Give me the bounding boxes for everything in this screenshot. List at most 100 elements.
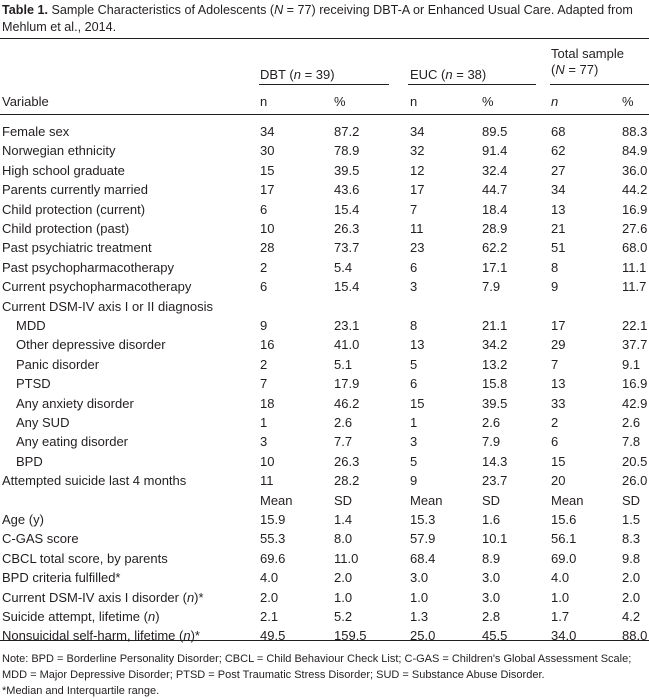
row-label-text: Child protection (past) <box>2 221 130 236</box>
table-cell: 17.9 <box>334 376 360 392</box>
caption-n-symbol: N <box>274 3 284 17</box>
table-cell: 2.0 <box>260 589 279 605</box>
table-cell: 5.2 <box>334 609 353 624</box>
row-label-italic: n <box>186 589 195 605</box>
table-cell: 34 <box>551 182 566 198</box>
row-label: PTSD <box>16 376 51 392</box>
table-cell: 13.2 <box>482 356 508 372</box>
table-cell: 14.3 <box>482 453 508 469</box>
table-cell: 44.7 <box>482 182 508 198</box>
table-cell: 23.1 <box>334 318 360 333</box>
row-label-text: Current DSM-IV axis I disorder ( <box>2 589 187 605</box>
table-cell: 88.3 <box>622 124 648 139</box>
table-cell: 44.2 <box>622 182 648 198</box>
table-cell: 5 <box>410 453 418 469</box>
table-cell: 11 <box>260 473 274 489</box>
row-label-text: PTSD <box>16 376 51 392</box>
table-cell: 7 <box>551 356 559 372</box>
table-cell: 20 <box>551 473 566 489</box>
table-cell: 1.0 <box>551 589 570 605</box>
row-label-text: Past psychopharmacotherapy <box>2 259 174 275</box>
subheader-cell: n <box>551 94 559 109</box>
table-cell: 29 <box>551 337 566 353</box>
row-label: Any eating disorder <box>16 434 128 450</box>
table-cell: 2 <box>260 356 268 372</box>
table-cell: 4.0 <box>551 570 570 586</box>
table-cell: 27.6 <box>622 221 648 236</box>
table-cell: 11.0 <box>334 550 359 566</box>
note-median: *Median and Interquartile range. <box>2 685 160 697</box>
top-rule <box>0 38 649 39</box>
row-label-text: Parents currently married <box>2 182 148 198</box>
row-label: Panic disorder <box>16 357 99 373</box>
table-cell: 26.3 <box>334 453 360 469</box>
table-cell: 9.1 <box>622 356 641 372</box>
table-cell: 1.6 <box>482 512 501 527</box>
table-cell: 41.0 <box>334 337 360 353</box>
total-underline <box>550 84 649 85</box>
table-cell: 89.5 <box>482 124 508 139</box>
table-cell: 1.0 <box>410 589 429 605</box>
table-cell: 16 <box>260 337 275 353</box>
table-cell: 5.1 <box>334 356 353 372</box>
row-label: Any SUD <box>16 415 69 431</box>
row-label-text: C-GAS score <box>2 531 79 547</box>
table-cell: 9.8 <box>622 550 641 566</box>
table-cell: 26.0 <box>622 473 648 489</box>
table-cell: SD <box>482 492 501 508</box>
table-cell: 36.0 <box>622 162 648 178</box>
table-cell: 159.5 <box>334 628 367 644</box>
table-cell: 3 <box>410 279 418 295</box>
row-label-text: Attempted suicide last 4 months <box>2 473 187 489</box>
table-cell: 16.9 <box>622 376 648 392</box>
table-cell: 2.8 <box>482 609 501 624</box>
table-cell: 7.9 <box>482 279 501 295</box>
table-cell: 7 <box>410 201 418 217</box>
row-label-text: BPD <box>16 453 43 469</box>
row-label-text: Any anxiety disorder <box>16 395 134 411</box>
row-label: Other depressive disorder <box>16 337 166 353</box>
table-cell: 17 <box>260 182 275 198</box>
table-cell: 23 <box>410 240 425 256</box>
table-cell: 2 <box>551 415 559 430</box>
row-label-text: Age (y) <box>2 512 44 527</box>
row-label: Norwegian ethnicity <box>2 143 115 159</box>
table-cell: 7.7 <box>334 434 353 450</box>
table-cell: 49.5 <box>260 628 286 644</box>
table-cell: 34.2 <box>482 337 508 353</box>
table-cell: 7.8 <box>622 434 641 450</box>
row-label-text: Current DSM-IV axis I or II diagnosis <box>2 298 213 314</box>
table-cell: 10.1 <box>482 531 508 547</box>
table-cell: 11.7 <box>622 279 647 295</box>
table-cell: 6 <box>410 259 418 275</box>
table-cell: 10 <box>260 221 275 236</box>
table-cell: 46.2 <box>334 395 360 411</box>
table-cell: 6 <box>551 434 559 450</box>
table-cell: 5 <box>410 356 418 372</box>
table-cell: 3 <box>260 434 268 450</box>
row-label: Any anxiety disorder <box>16 396 134 412</box>
table-cell: 39.5 <box>482 395 508 411</box>
row-label-text: Nonsuicidal self-harm, lifetime ( <box>2 628 184 644</box>
table-cell: 20.5 <box>622 453 648 469</box>
group-header-dbt-post: = 39) <box>300 67 335 82</box>
table-cell: 32 <box>410 143 425 159</box>
table-cell: 4.2 <box>622 609 641 624</box>
row-label: CBCL total score, by parents <box>2 551 168 567</box>
table-cell: 2.6 <box>622 415 641 430</box>
note-abbreviations: Note: BPD = Borderline Personality Disor… <box>2 653 632 681</box>
table-cell: 15.8 <box>482 376 508 392</box>
table-cell: 33 <box>551 395 566 411</box>
row-label: Child protection (past) <box>2 221 129 237</box>
table-cell: 27 <box>551 162 566 178</box>
table-cell: 4.0 <box>260 570 279 586</box>
group-header-total-line1: Total sample <box>551 46 624 61</box>
table-cell: Mean <box>410 492 443 508</box>
table-cell: 6 <box>260 279 268 295</box>
table-cell: 18 <box>260 395 275 411</box>
table-cell: 11.1 <box>622 259 647 275</box>
table-cell: 8.3 <box>622 531 641 547</box>
dbt-underline <box>259 84 389 85</box>
row-label: BPD criteria fulfilled* <box>2 570 121 586</box>
row-label: Suicide attempt, lifetime (n) <box>2 609 160 625</box>
